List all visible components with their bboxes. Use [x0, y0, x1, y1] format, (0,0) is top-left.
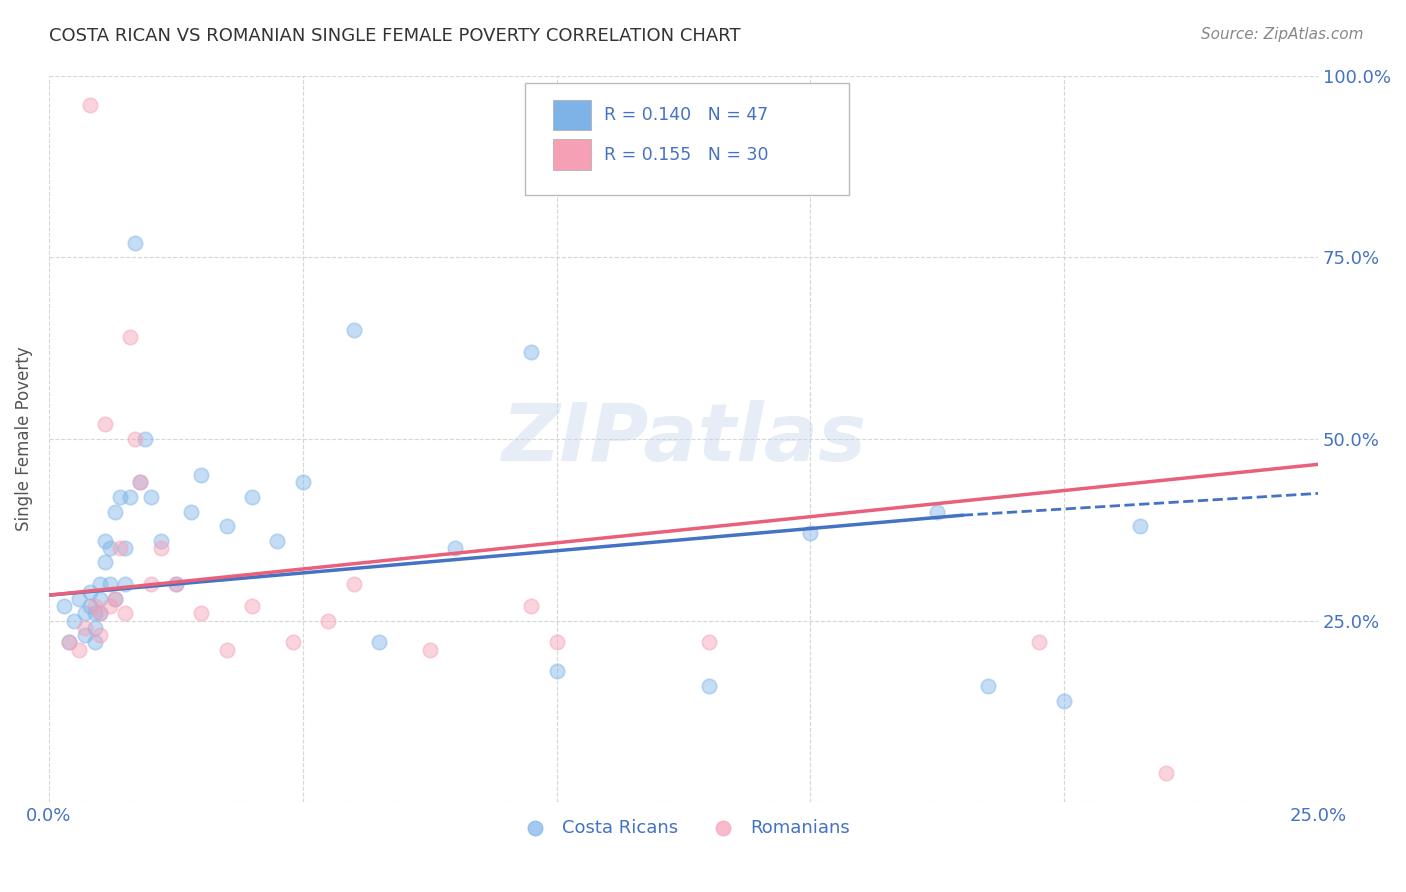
Point	[266, 533, 288, 548]
Point	[419, 642, 441, 657]
Point	[58, 635, 80, 649]
Point	[83, 599, 105, 613]
Point	[89, 577, 111, 591]
Legend: Costa Ricans, Romanians: Costa Ricans, Romanians	[510, 812, 858, 844]
Point	[927, 505, 949, 519]
Bar	[553, 139, 591, 170]
Point	[104, 591, 127, 606]
Point	[83, 607, 105, 621]
Point	[83, 621, 105, 635]
Point	[215, 642, 238, 657]
Point	[124, 235, 146, 250]
Point	[291, 475, 314, 490]
Point	[1129, 519, 1152, 533]
Point	[120, 490, 142, 504]
Point	[108, 541, 131, 555]
Point	[281, 635, 304, 649]
Point	[63, 614, 86, 628]
Point	[94, 556, 117, 570]
Point	[58, 635, 80, 649]
Point	[114, 577, 136, 591]
Point	[104, 505, 127, 519]
Point	[697, 635, 720, 649]
Point	[83, 635, 105, 649]
Point	[134, 432, 156, 446]
Point	[240, 599, 263, 613]
Point	[67, 591, 90, 606]
Point	[240, 490, 263, 504]
Point	[94, 533, 117, 548]
Point	[129, 475, 152, 490]
Point	[98, 541, 121, 555]
Point	[120, 330, 142, 344]
Point	[316, 614, 339, 628]
Point	[79, 599, 101, 613]
Point	[124, 432, 146, 446]
Text: R = 0.140   N = 47: R = 0.140 N = 47	[603, 106, 768, 124]
Point	[368, 635, 391, 649]
FancyBboxPatch shape	[524, 83, 849, 195]
Point	[67, 642, 90, 657]
Point	[977, 679, 1000, 693]
Point	[79, 584, 101, 599]
Point	[190, 607, 212, 621]
Point	[79, 97, 101, 112]
Bar	[553, 100, 591, 130]
Point	[546, 635, 568, 649]
Point	[520, 599, 543, 613]
Point	[180, 505, 202, 519]
Point	[98, 599, 121, 613]
Text: ZIPatlas: ZIPatlas	[501, 400, 866, 478]
Y-axis label: Single Female Poverty: Single Female Poverty	[15, 347, 32, 532]
Point	[98, 577, 121, 591]
Point	[546, 665, 568, 679]
Point	[104, 591, 127, 606]
Point	[73, 607, 96, 621]
Point	[89, 628, 111, 642]
Point	[139, 490, 162, 504]
Text: Source: ZipAtlas.com: Source: ZipAtlas.com	[1201, 27, 1364, 42]
Point	[444, 541, 467, 555]
Point	[108, 490, 131, 504]
Point	[520, 344, 543, 359]
Point	[89, 591, 111, 606]
Point	[190, 468, 212, 483]
Point	[89, 607, 111, 621]
Point	[1154, 766, 1177, 780]
Point	[1053, 693, 1076, 707]
Point	[53, 599, 76, 613]
Point	[165, 577, 187, 591]
Point	[149, 541, 172, 555]
Point	[94, 417, 117, 432]
Point	[73, 628, 96, 642]
Point	[149, 533, 172, 548]
Text: COSTA RICAN VS ROMANIAN SINGLE FEMALE POVERTY CORRELATION CHART: COSTA RICAN VS ROMANIAN SINGLE FEMALE PO…	[49, 27, 741, 45]
Point	[697, 679, 720, 693]
Point	[799, 526, 821, 541]
Text: R = 0.155   N = 30: R = 0.155 N = 30	[603, 145, 768, 164]
Point	[129, 475, 152, 490]
Point	[139, 577, 162, 591]
Point	[342, 577, 364, 591]
Point	[1028, 635, 1050, 649]
Point	[342, 323, 364, 337]
Point	[89, 607, 111, 621]
Point	[215, 519, 238, 533]
Point	[114, 541, 136, 555]
Point	[165, 577, 187, 591]
Point	[114, 607, 136, 621]
Point	[73, 621, 96, 635]
